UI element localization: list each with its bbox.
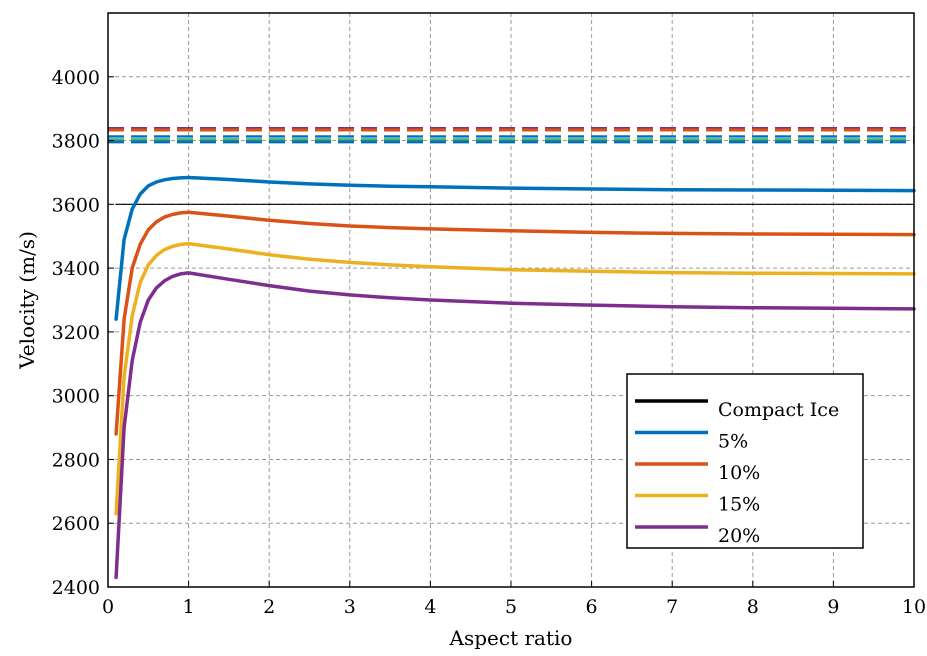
x-tick-label: 10 <box>902 596 926 618</box>
x-tick-label: 4 <box>424 596 436 618</box>
x-tick-label: 2 <box>263 596 275 618</box>
legend-label: 15% <box>718 494 760 516</box>
series-lines <box>114 175 916 580</box>
x-tick-label: 0 <box>102 596 114 618</box>
y-tick-label: 2600 <box>52 513 100 535</box>
legend: Compact Ice 5% 10% 15% 20% <box>626 373 864 549</box>
y-axis-ticks: 2400 2600 2800 3000 3200 3400 3600 3800 4000 <box>52 67 114 599</box>
y-tick-label: 4000 <box>52 67 100 89</box>
y-tick-label: 3400 <box>52 258 100 280</box>
legend-label: 10% <box>718 462 760 484</box>
legend-label: 20% <box>718 525 760 547</box>
y-axis-label: Velocity (m/s) <box>15 231 39 370</box>
x-tick-label: 8 <box>747 596 759 618</box>
x-axis-ticks: 0 1 2 3 4 5 6 7 8 9 10 <box>102 581 926 618</box>
y-tick-label: 2400 <box>52 577 100 599</box>
series-line <box>114 210 916 436</box>
reference-lines <box>108 126 914 144</box>
series-line <box>114 241 916 516</box>
legend-label: 5% <box>718 431 748 453</box>
x-tick-label: 3 <box>344 596 356 618</box>
series-line <box>114 271 916 580</box>
x-tick-label: 7 <box>666 596 678 618</box>
x-tick-label: 1 <box>183 596 195 618</box>
x-axis-label: Aspect ratio <box>449 626 573 650</box>
y-tick-label: 3000 <box>52 386 100 408</box>
y-tick-label: 3800 <box>52 131 100 153</box>
legend-box <box>626 373 864 549</box>
y-tick-label: 3200 <box>52 322 100 344</box>
y-tick-label: 2800 <box>52 449 100 471</box>
series-line <box>114 175 916 321</box>
legend-label: Compact Ice <box>718 399 839 421</box>
x-tick-label: 5 <box>505 596 517 618</box>
x-tick-label: 6 <box>586 596 598 618</box>
x-tick-label: 9 <box>827 596 839 618</box>
y-tick-label: 3600 <box>52 194 100 216</box>
